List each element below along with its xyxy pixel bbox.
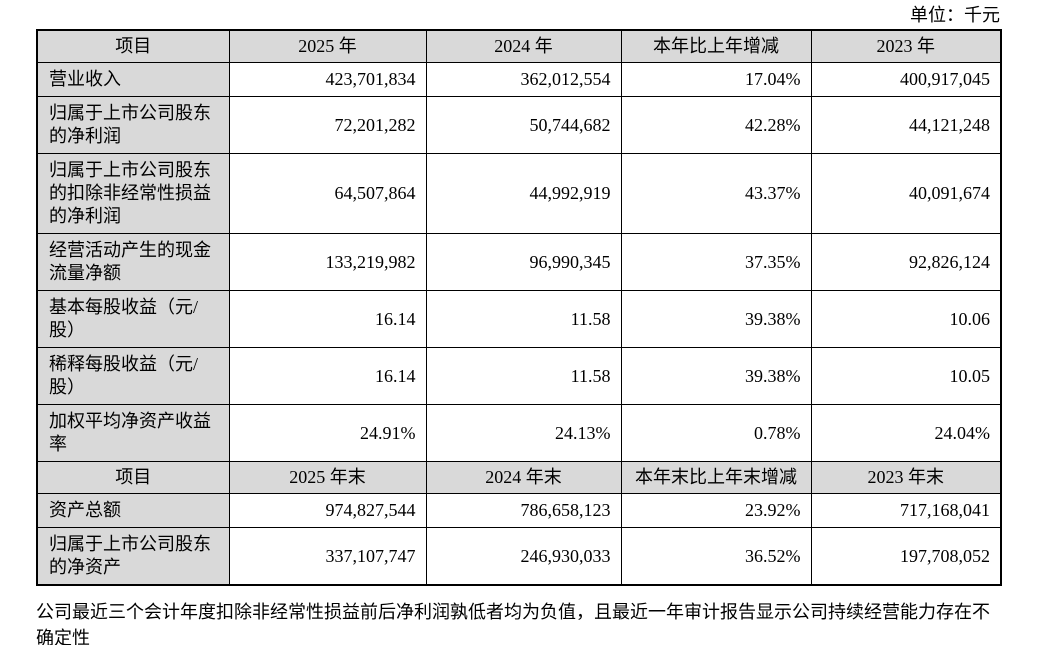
value-cell: 0.78% xyxy=(620,404,812,462)
value-cell: 10.05 xyxy=(810,347,1002,405)
unit-label: 单位：千元 xyxy=(910,5,1000,25)
table-row-diluted-eps: 稀释每股收益（元/ 股） 16.14 11.58 39.38% 10.05 xyxy=(36,347,1002,405)
value-cell: 786,658,123 xyxy=(425,493,622,528)
value-cell: 17.04% xyxy=(620,62,812,97)
value-cell: 39.38% xyxy=(620,347,812,405)
value-cell: 10.06 xyxy=(810,290,1002,348)
value-cell: 44,992,919 xyxy=(425,153,622,234)
value-cell: 39.38% xyxy=(620,290,812,348)
header-cell-2023-end: 2023 年末 xyxy=(810,461,1002,494)
value-cell: 337,107,747 xyxy=(228,527,427,586)
section1-header-row: 项目 2025 年 2024 年 本年比上年增减 2023 年 xyxy=(36,29,1002,63)
item-cell: 基本每股收益（元/ 股） xyxy=(36,290,230,348)
value-cell: 36.52% xyxy=(620,527,812,586)
value-cell: 92,826,124 xyxy=(810,233,1002,291)
table-row-total-assets: 资产总额 974,827,544 786,658,123 23.92% 717,… xyxy=(36,493,1002,528)
header-cell-change: 本年比上年增减 xyxy=(620,29,812,63)
value-cell: 37.35% xyxy=(620,233,812,291)
table-row-operating-cash-flow: 经营活动产生的现金 流量净额 133,219,982 96,990,345 37… xyxy=(36,233,1002,291)
going-concern-footnote: 公司最近三个会计年度扣除非经常性损益前后净利润孰低者均为负值，且最近一年审计报告… xyxy=(36,602,990,645)
header-cell-2023: 2023 年 xyxy=(810,29,1002,63)
item-cell: 归属于上市公司股东 的净资产 xyxy=(36,527,230,586)
value-cell: 43.37% xyxy=(620,153,812,234)
item-cell: 营业收入 xyxy=(36,62,230,97)
header-cell-2025: 2025 年 xyxy=(228,29,427,63)
value-cell: 16.14 xyxy=(228,347,427,405)
content-container: 单位：千元 项目 2025 年 2024 年 本年比上年增减 2023 年 营业 xyxy=(36,4,1002,645)
item-cell: 加权平均净资产收益 率 xyxy=(36,404,230,462)
value-cell: 400,917,045 xyxy=(810,62,1002,97)
header-cell-2024: 2024 年 xyxy=(425,29,622,63)
value-cell: 23.92% xyxy=(620,493,812,528)
value-cell: 717,168,041 xyxy=(810,493,1002,528)
value-cell: 24.04% xyxy=(810,404,1002,462)
item-cell: 经营活动产生的现金 流量净额 xyxy=(36,233,230,291)
value-cell: 974,827,544 xyxy=(228,493,427,528)
value-cell: 42.28% xyxy=(620,96,812,154)
value-cell: 246,930,033 xyxy=(425,527,622,586)
section2-header-row: 项目 2025 年末 2024 年末 本年末比上年末增减 2023 年末 xyxy=(36,461,1002,494)
table-row-basic-eps: 基本每股收益（元/ 股） 16.14 11.58 39.38% 10.06 xyxy=(36,290,1002,348)
value-cell: 16.14 xyxy=(228,290,427,348)
value-cell: 24.13% xyxy=(425,404,622,462)
item-cell: 归属于上市公司股东 的扣除非经常性损益 的净利润 xyxy=(36,153,230,234)
item-cell: 稀释每股收益（元/ 股） xyxy=(36,347,230,405)
value-cell: 11.58 xyxy=(425,347,622,405)
value-cell: 40,091,674 xyxy=(810,153,1002,234)
value-cell: 96,990,345 xyxy=(425,233,622,291)
value-cell: 50,744,682 xyxy=(425,96,622,154)
financial-summary-table: 项目 2025 年 2024 年 本年比上年增减 2023 年 营业收入 423… xyxy=(36,29,1002,586)
value-cell: 11.58 xyxy=(425,290,622,348)
table-row-net-profit-excl-nonrecurring: 归属于上市公司股东 的扣除非经常性损益 的净利润 64,507,864 44,9… xyxy=(36,153,1002,234)
item-cell: 资产总额 xyxy=(36,493,230,528)
table-row-weighted-avg-roe: 加权平均净资产收益 率 24.91% 24.13% 0.78% 24.04% xyxy=(36,404,1002,462)
header-cell-2025-end: 2025 年末 xyxy=(228,461,427,494)
value-cell: 64,507,864 xyxy=(228,153,427,234)
table-row-net-assets: 归属于上市公司股东 的净资产 337,107,747 246,930,033 3… xyxy=(36,527,1002,586)
value-cell: 423,701,834 xyxy=(228,62,427,97)
header-cell-item: 项目 xyxy=(36,461,230,494)
header-cell-item: 项目 xyxy=(36,29,230,63)
table-row-net-profit: 归属于上市公司股东 的净利润 72,201,282 50,744,682 42.… xyxy=(36,96,1002,154)
value-cell: 44,121,248 xyxy=(810,96,1002,154)
table-row-revenue: 营业收入 423,701,834 362,012,554 17.04% 400,… xyxy=(36,62,1002,97)
header-cell-2024-end: 2024 年末 xyxy=(425,461,622,494)
value-cell: 197,708,052 xyxy=(810,527,1002,586)
value-cell: 72,201,282 xyxy=(228,96,427,154)
value-cell: 133,219,982 xyxy=(228,233,427,291)
value-cell: 362,012,554 xyxy=(425,62,622,97)
value-cell: 24.91% xyxy=(228,404,427,462)
item-cell: 归属于上市公司股东 的净利润 xyxy=(36,96,230,154)
header-cell-end-change: 本年末比上年末增减 xyxy=(620,461,812,494)
